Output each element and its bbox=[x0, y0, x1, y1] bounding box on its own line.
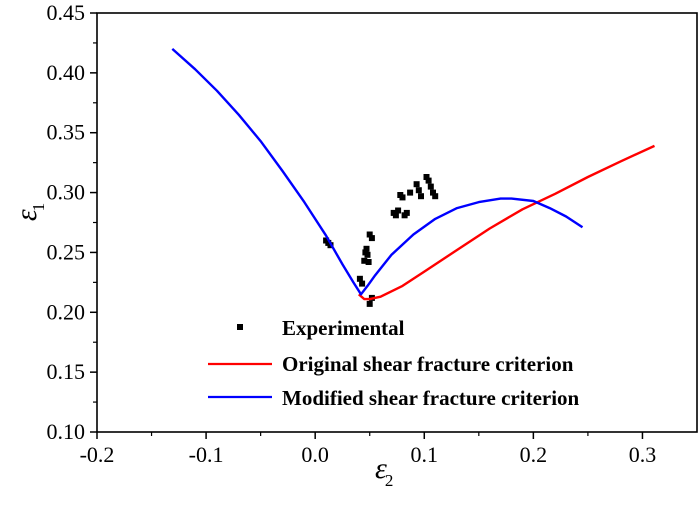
y-axis-label: ε1 bbox=[10, 203, 48, 221]
y-tick-label: 0.10 bbox=[47, 419, 86, 444]
legend: Experimental Original shear fracture cri… bbox=[208, 316, 580, 410]
x-tick-label: 0.3 bbox=[629, 442, 657, 467]
data-point bbox=[361, 257, 368, 264]
x-tick-label: -0.1 bbox=[189, 442, 224, 467]
y-tick-label: 0.40 bbox=[47, 60, 86, 85]
data-point bbox=[430, 189, 436, 196]
data-point bbox=[399, 194, 406, 201]
data-point bbox=[356, 275, 363, 282]
data-point bbox=[425, 177, 432, 184]
data-point bbox=[363, 245, 370, 252]
x-tick-label: 0.1 bbox=[411, 442, 439, 467]
series-line-2 bbox=[171, 48, 584, 296]
x-tick-label: 0.2 bbox=[520, 442, 548, 467]
data-point bbox=[423, 174, 430, 180]
y-axis-label-group: ε1 bbox=[10, 203, 48, 221]
legend-label-original: Original shear fracture criterion bbox=[282, 352, 574, 376]
legend-label-modified: Modified shear fracture criterion bbox=[282, 386, 580, 410]
data-point bbox=[366, 300, 373, 307]
data-point bbox=[365, 259, 372, 265]
x-axis-label: ε2 bbox=[375, 452, 393, 490]
data-point bbox=[415, 187, 422, 194]
data-point bbox=[359, 280, 366, 287]
data-point bbox=[407, 189, 414, 196]
data-point bbox=[392, 212, 399, 219]
axis-ticks: -0.2 -0.1 0.0 0.1 0.2 0.3 0.10 0.15 0.20 0.25 0.30… bbox=[47, 0, 657, 467]
x-tick-label: -0.2 bbox=[80, 442, 115, 467]
y-tick-label: 0.45 bbox=[47, 0, 86, 25]
data-point bbox=[427, 183, 434, 190]
data-point bbox=[395, 207, 402, 214]
x-tick-label: 0.0 bbox=[301, 442, 329, 467]
data-point bbox=[432, 193, 439, 200]
legend-marker-experimental bbox=[237, 324, 243, 330]
series-line-1 bbox=[358, 144, 655, 301]
y-tick-label: 0.20 bbox=[47, 299, 86, 324]
y-tick-label: 0.35 bbox=[47, 120, 86, 145]
series-layer bbox=[171, 48, 655, 307]
data-point bbox=[366, 231, 373, 238]
data-point bbox=[364, 251, 371, 258]
y-tick-label: 0.15 bbox=[47, 359, 86, 384]
data-point bbox=[418, 193, 424, 200]
y-tick-label: 0.25 bbox=[47, 239, 86, 264]
legend-label-experimental: Experimental bbox=[282, 316, 405, 340]
y-tick-label: 0.30 bbox=[47, 180, 86, 205]
data-point bbox=[403, 209, 410, 216]
data-point bbox=[368, 235, 375, 242]
data-point bbox=[413, 181, 420, 188]
